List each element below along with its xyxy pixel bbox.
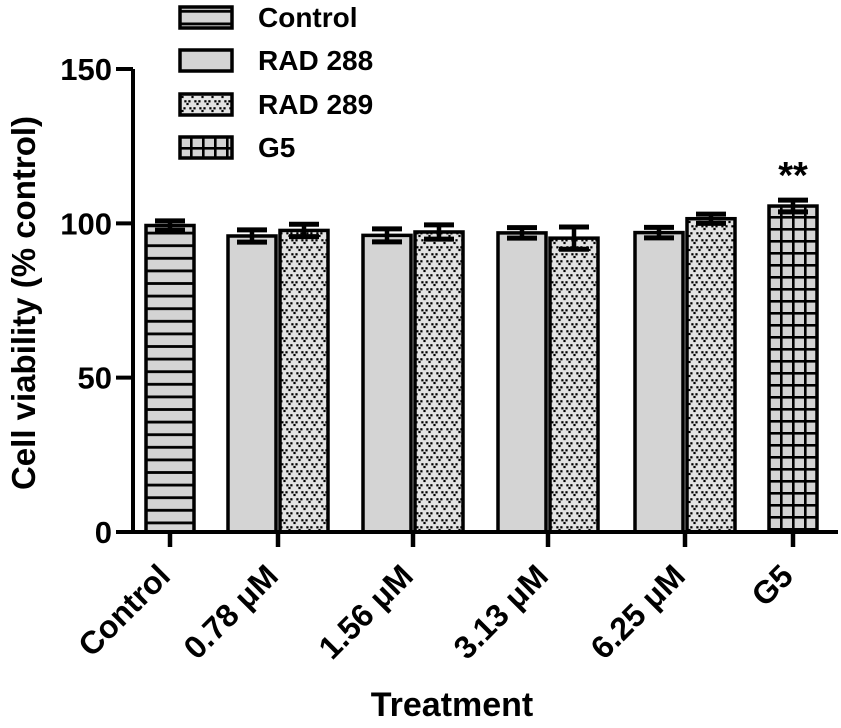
bar — [144, 223, 196, 534]
legend-label: RAD 288 — [258, 45, 374, 76]
legend-label: Control — [258, 2, 358, 33]
legend-item-control: Control — [178, 2, 358, 33]
x-tick-label: 6.25 μM — [583, 557, 691, 665]
legend-swatch-rad-289 — [178, 92, 234, 117]
y-tick-label: 50 — [78, 361, 112, 396]
bar — [413, 230, 465, 534]
legend-item-rad-289: RAD 289 — [178, 89, 374, 120]
legend-label: RAD 289 — [258, 89, 374, 120]
bar — [226, 234, 278, 534]
bar — [685, 216, 737, 534]
bar — [633, 230, 685, 534]
legend-swatch-control — [178, 5, 234, 30]
legend-swatch-rad-288 — [178, 48, 234, 73]
legend-label: G5 — [258, 132, 296, 163]
x-axis-title: Treatment — [370, 686, 534, 724]
x-tick-label: G5 — [744, 557, 800, 613]
bar — [496, 231, 548, 534]
bar — [278, 228, 330, 534]
x-tick-label: 3.13 μM — [446, 557, 554, 665]
bar — [767, 204, 819, 534]
bar — [548, 236, 600, 534]
x-tick-label: 1.56 μM — [311, 557, 419, 665]
x-tick-label: Control — [71, 557, 177, 663]
legend-item-rad-288: RAD 288 — [178, 45, 374, 76]
x-tick-label: 0.78 μM — [176, 557, 284, 665]
significance-marker: ** — [778, 155, 808, 197]
y-tick-label: 150 — [60, 52, 112, 87]
legend-swatch-g5 — [178, 135, 234, 160]
bar — [361, 233, 413, 534]
y-axis-title: Cell viability (% control) — [5, 115, 42, 491]
y-tick-label: 100 — [60, 206, 112, 241]
y-tick-label: 0 — [95, 515, 112, 550]
legend-item-g5: G5 — [178, 132, 296, 163]
